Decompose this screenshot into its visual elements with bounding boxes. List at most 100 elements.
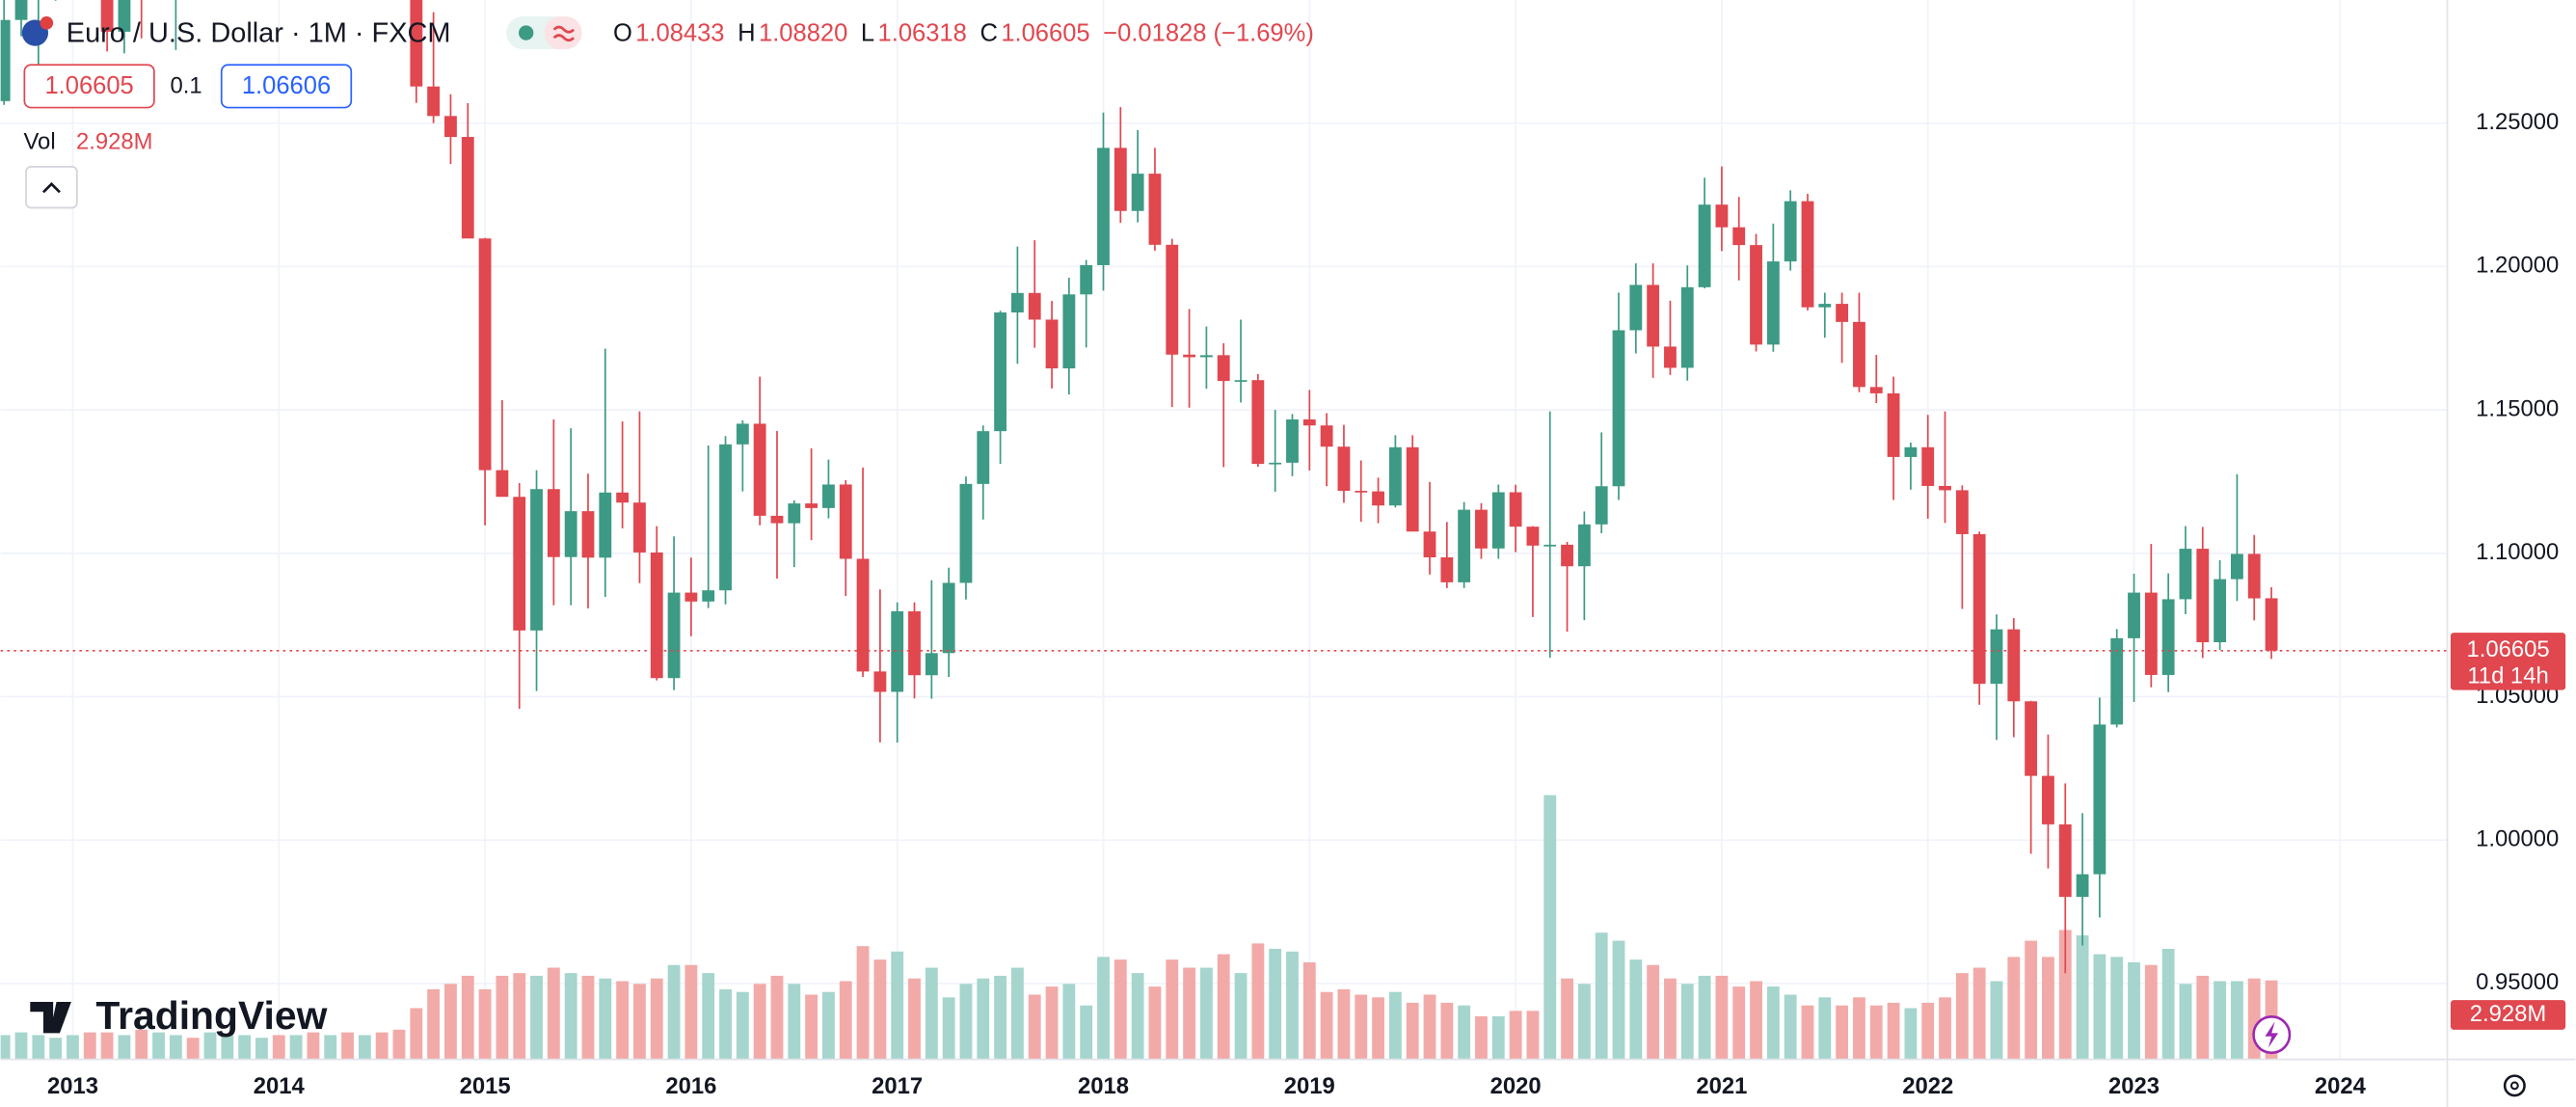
volume-bar (736, 991, 749, 1060)
y-tick-label: 1.25000 (2476, 109, 2559, 135)
symbol-title[interactable]: Euro / U.S. Dollar · 1M · FXCM (67, 17, 451, 48)
candle-body (1269, 462, 1282, 465)
candle-body (1337, 446, 1351, 492)
y-tick-label: 1.00000 (2476, 826, 2559, 852)
volume-legend-value: 2.928M (76, 128, 152, 154)
change: −0.01828 (−1.69%) (1103, 20, 1314, 47)
candle-body (1836, 304, 1849, 322)
candle-body (1784, 201, 1797, 262)
candle-body (994, 312, 1007, 432)
candle-body (616, 492, 630, 503)
candle-body (1183, 354, 1196, 358)
volume-bar (1543, 795, 1557, 1060)
buy-price[interactable]: 1.06606 (242, 72, 331, 99)
volume-bar (2161, 948, 2175, 1060)
x-tick-label: 2015 (460, 1073, 511, 1099)
candle-body (1509, 492, 1522, 527)
sell-price[interactable]: 1.06605 (44, 72, 133, 99)
volume-bar (942, 997, 955, 1060)
x-tick-label: 2013 (47, 1073, 98, 1099)
status-pill[interactable] (544, 16, 582, 50)
ohlc-value: 1.06605 (1001, 20, 1089, 47)
volume-bar (152, 1032, 165, 1060)
volume-bar (1784, 994, 1797, 1060)
volume-bar (2042, 957, 2054, 1060)
volume-bar (289, 1035, 303, 1060)
volume-bar (891, 951, 904, 1060)
price-label-box (2450, 633, 2566, 690)
candle-body (2144, 592, 2158, 675)
candle-body (1320, 425, 1333, 447)
volume-bar (307, 1032, 320, 1060)
volume-bar (599, 978, 612, 1060)
overlay: Euro / U.S. Dollar · 1M · FXCM O 1.08433 H… (21, 16, 2526, 1097)
volume-bar (2058, 930, 2072, 1060)
x-tick-label: 2018 (1078, 1073, 1129, 1099)
volume-bar (203, 1032, 217, 1060)
candle-body (1372, 491, 1384, 506)
ohlc-value: 1.08433 (635, 20, 724, 47)
volume-bar (1097, 957, 1110, 1060)
volume-bar (1302, 961, 1316, 1060)
candle-body (478, 238, 492, 471)
volume-bar (547, 967, 560, 1060)
volume-legend-title: Vol (23, 128, 55, 154)
volume-bar (1853, 997, 1865, 1060)
volume-bar (1818, 997, 1832, 1060)
volume-bar (1836, 1005, 1849, 1060)
candle-body (1406, 446, 1419, 532)
candle-body (1543, 544, 1557, 547)
volume-bar (977, 978, 990, 1060)
candle-body (427, 86, 441, 117)
candle-body (908, 610, 921, 676)
volume-bar (255, 1038, 268, 1060)
candle-body (977, 431, 990, 484)
price-pane (0, 0, 2448, 974)
volume-bar (1715, 975, 1729, 1060)
volume-bar (2179, 984, 2192, 1060)
volume-bar (49, 1038, 63, 1060)
volume-bar (805, 994, 818, 1060)
candle-body (633, 502, 646, 553)
volume-bar (186, 1038, 200, 1060)
candle-body (1423, 531, 1436, 558)
settings-button[interactable] (2503, 1074, 2526, 1097)
volume-bar (324, 1035, 337, 1060)
volume-bar (1972, 967, 1986, 1060)
candle-body (839, 484, 852, 559)
sell-button[interactable] (23, 64, 155, 109)
candle-body (1475, 509, 1488, 549)
lightning-icon (2265, 1021, 2279, 1048)
candle-body (496, 470, 509, 498)
candle-body (1097, 148, 1110, 265)
candle-body (513, 497, 526, 631)
volume-bar (1990, 981, 2003, 1060)
candle-body (788, 503, 801, 524)
candle-body (1818, 304, 1832, 308)
candle-body (1458, 509, 1471, 582)
candle-body (1577, 524, 1591, 567)
volume-bar (873, 959, 887, 1060)
volume-bar (1475, 1015, 1488, 1060)
ohlc-legend: O 1.08433 H 1.08820 L 1.06318 C 1.06605 −0.01828… (613, 20, 1314, 47)
candle-body (2128, 592, 2140, 638)
buy-button[interactable] (220, 64, 353, 109)
candle-body (1028, 292, 1041, 320)
market-open-dot (519, 25, 534, 40)
candle-body (1131, 174, 1144, 211)
candle-body (118, 0, 131, 32)
candle-body (1302, 418, 1316, 426)
candle-body (1629, 284, 1643, 331)
collapse-button[interactable] (25, 166, 78, 209)
candle-body (684, 592, 698, 602)
volume-bar (478, 988, 492, 1060)
candle-body (547, 489, 560, 557)
candle-body (1698, 204, 1711, 287)
volume-bar (238, 1035, 252, 1060)
candle-body (2265, 598, 2278, 651)
candle-body (2110, 637, 2124, 725)
volume-bar (1388, 991, 1402, 1060)
volume-bar (169, 1035, 182, 1060)
x-tick-label: 2017 (872, 1073, 923, 1099)
volume-pane (0, 795, 2278, 1060)
